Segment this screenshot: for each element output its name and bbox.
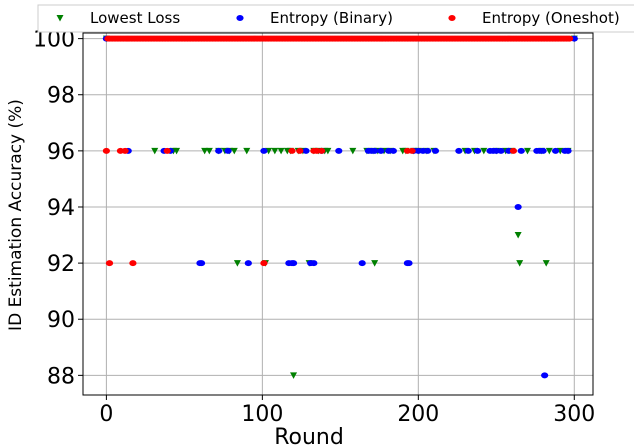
data-point [215,147,223,154]
data-point [542,260,550,267]
legend-marker [236,15,244,21]
data-point [564,147,572,154]
data-point [197,260,206,267]
data-point [201,147,209,155]
y-tick-label: 92 [47,252,75,277]
data-point [455,147,463,154]
data-point [277,147,285,155]
data-point [296,147,304,154]
data-point [539,147,547,154]
data-point [151,147,159,155]
data-point [405,260,413,267]
data-point [545,147,553,155]
legend-label: Entropy (Oneshot) [482,9,620,27]
data-point [302,147,310,154]
data-point [551,147,560,154]
y-tick-label: 98 [47,84,75,109]
data-point [324,147,332,155]
data-point [260,260,268,267]
data-point [424,147,432,154]
data-point [290,372,298,379]
legend: Lowest Loss Entropy (Binary) Entropy (Ones… [37,4,634,33]
data-point [371,147,379,154]
data-point [566,35,574,42]
data-point [389,147,397,154]
data-point [514,203,522,210]
x-tick-label: 0 [99,402,113,427]
x-axis-label: Round [274,425,344,448]
data-point [377,147,385,154]
x-tick-label: 300 [553,402,595,427]
data-point [173,147,181,155]
data-point [516,260,524,267]
legend-marker [56,15,64,22]
data-point [102,147,110,154]
data-point [129,260,137,267]
data-point [523,147,531,155]
y-tick-label: 96 [47,140,75,165]
data-point [371,260,379,267]
data-point [480,147,488,155]
data-point [244,260,252,267]
data-point [271,147,279,155]
data-point [224,147,232,154]
data-point [310,260,318,267]
data-point [497,147,505,154]
plot-area [83,33,593,395]
legend-marker [448,15,456,21]
data-point [514,232,522,239]
data-point [163,147,171,154]
series-layer [102,35,578,379]
data-point [121,147,129,154]
data-point [349,147,357,155]
data-point [517,147,525,154]
data-point [243,147,251,155]
data-point [335,147,343,154]
data-point [205,147,213,155]
data-point [105,260,114,267]
x-tick-label: 100 [241,402,283,427]
plot-frame [82,32,594,396]
y-tick-label: 88 [47,364,75,389]
data-point [464,147,472,154]
data-point [230,147,238,155]
data-point [509,147,518,154]
data-point [289,260,298,267]
data-point [288,147,296,154]
data-point [541,372,549,379]
data-point [260,147,268,154]
y-axis-label: ID Estimation Accuracy (%) [6,99,26,331]
series-1 [102,35,578,379]
y-tick-label: 90 [47,308,75,333]
legend-label: Lowest Loss [90,9,180,27]
data-point [408,147,416,154]
series-2 [102,35,574,267]
data-point [431,147,440,154]
legend-label: Entropy (Binary) [270,9,393,27]
x-tick-label: 200 [397,402,439,427]
data-point [473,147,482,154]
legend-box [37,4,634,33]
data-point [358,260,366,267]
data-point [233,260,241,267]
y-tick-label: 94 [47,196,75,221]
data-point [318,147,326,154]
